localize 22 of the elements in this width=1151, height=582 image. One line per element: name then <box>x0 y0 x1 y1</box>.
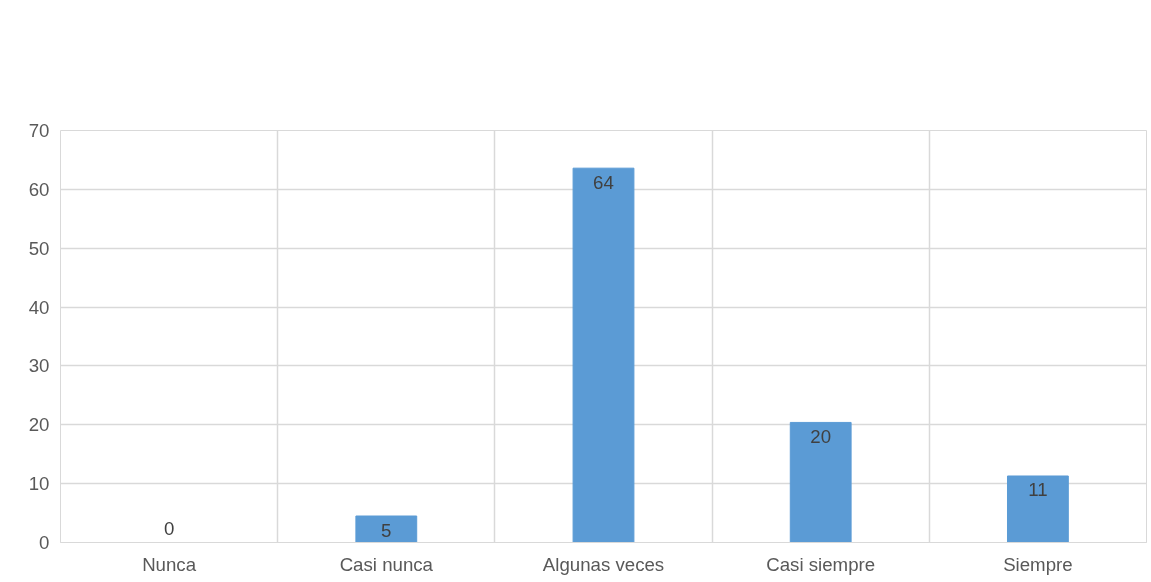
y-tick-label: 10 <box>28 473 50 495</box>
bar <box>572 167 635 543</box>
x-tick-label: Nunca <box>142 553 197 575</box>
x-tick-label: Casi nunca <box>339 553 434 575</box>
x-tick-label: Algunas veces <box>542 553 665 575</box>
y-tick-label: 20 <box>28 414 50 436</box>
y-tick-label: 50 <box>28 237 50 259</box>
data-label: 20 <box>810 425 832 447</box>
x-tick-label: Siempre <box>1003 553 1073 575</box>
y-tick-label: 60 <box>28 178 50 200</box>
bar <box>789 421 852 543</box>
y-tick-label: 70 <box>28 120 50 141</box>
bar <box>355 515 418 543</box>
data-label: 11 <box>1028 479 1048 501</box>
data-label: 5 <box>381 519 392 541</box>
data-label: 0 <box>163 518 175 539</box>
y-tick-label: 0 <box>39 532 50 553</box>
y-tick-label: 40 <box>28 296 50 318</box>
data-label: 64 <box>593 171 614 193</box>
x-tick-label: Casi siempre <box>766 553 876 575</box>
y-tick-label: 30 <box>28 355 50 377</box>
bar <box>1006 475 1069 543</box>
